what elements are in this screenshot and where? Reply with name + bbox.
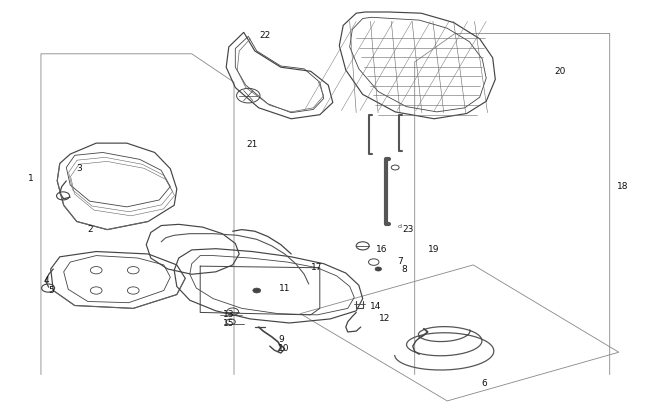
Text: 19: 19 [428,245,440,254]
Text: 23: 23 [402,224,414,233]
Text: 10: 10 [278,343,290,352]
Text: d: d [398,224,402,228]
Text: 16: 16 [376,245,388,254]
Text: 22: 22 [259,31,271,40]
Text: 9: 9 [278,334,283,343]
Text: 15: 15 [223,318,235,327]
Text: 4: 4 [44,275,49,284]
Text: 3: 3 [77,164,82,173]
Text: 13: 13 [223,309,235,318]
Circle shape [375,267,382,271]
Text: 18: 18 [617,182,629,191]
Text: 5: 5 [48,285,53,294]
Text: 20: 20 [554,66,566,75]
Text: 2: 2 [87,224,92,233]
Text: 11: 11 [279,283,291,292]
Circle shape [253,288,261,293]
Text: 7: 7 [397,257,402,266]
Text: 21: 21 [246,139,258,148]
Text: 17: 17 [311,262,322,271]
Text: 8: 8 [402,265,407,274]
Text: 6: 6 [482,378,487,387]
Text: 14: 14 [370,301,382,310]
Text: 12: 12 [379,313,391,322]
Text: 1: 1 [29,174,34,183]
